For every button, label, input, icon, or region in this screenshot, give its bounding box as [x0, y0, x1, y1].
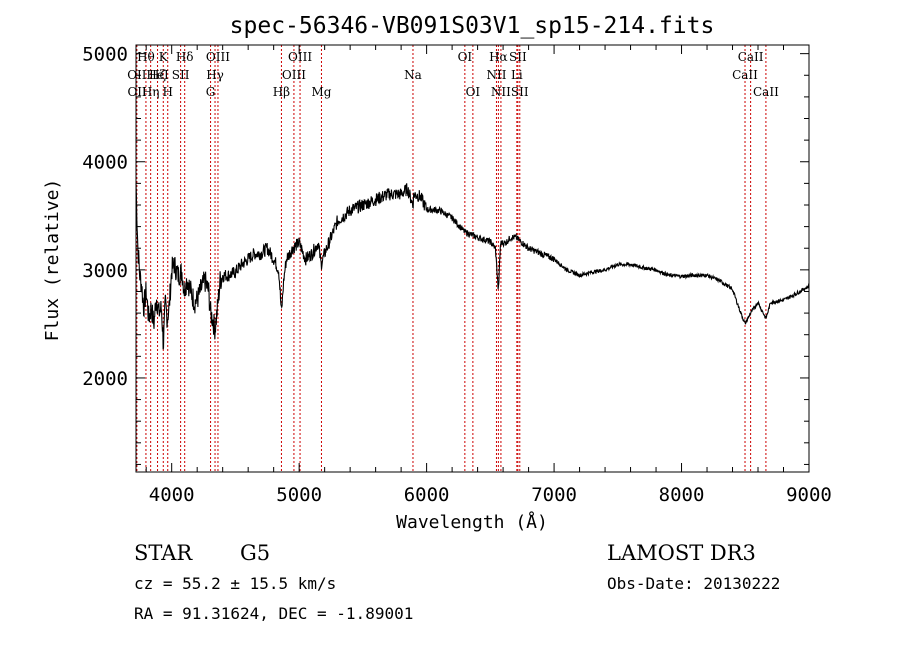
line-label: Hα	[489, 50, 508, 64]
subclass-label: G5	[240, 541, 270, 565]
line-label: CaII	[753, 85, 779, 99]
x-tick-label: 6000	[404, 484, 450, 506]
line-label: CaII	[738, 50, 764, 64]
x-tick-label: 5000	[276, 484, 322, 506]
line-label: OI	[458, 50, 473, 64]
line-label: OI	[466, 85, 481, 99]
line-label: Hζ	[149, 68, 166, 82]
line-label: SII	[511, 85, 529, 99]
line-label: OII	[127, 85, 147, 99]
x-tick-labels: 4000 5000 6000 7000 8000 9000	[149, 484, 832, 506]
line-label: Li	[511, 68, 523, 82]
line-label: NII	[491, 85, 511, 99]
spectral-lines	[136, 45, 767, 472]
line-label: Mg	[311, 85, 331, 99]
line-label: Hδ	[176, 50, 194, 64]
class-label: STAR	[134, 541, 193, 565]
chart-title: spec-56346-VB091S03V1_sp15-214.fits	[230, 13, 715, 39]
x-axis-label: Wavelength (Å)	[396, 511, 548, 533]
redshift-text: cz = 55.2 ± 15.5 km/s	[134, 574, 336, 593]
y-tick-label: 4000	[82, 152, 128, 174]
y-tick-label: 3000	[82, 260, 128, 282]
x-tick-label: 7000	[531, 484, 577, 506]
line-label: Hγ	[206, 68, 224, 82]
plot-frame	[135, 44, 810, 473]
obs-date-text: Obs-Date: 20130222	[607, 574, 780, 593]
line-label: Hθ	[137, 50, 155, 64]
line-label: OIII	[288, 50, 312, 64]
line-label: Na	[404, 68, 422, 82]
survey-label: LAMOST DR3	[607, 541, 756, 565]
y-axis-label: Flux (relative)	[42, 179, 63, 342]
x-tick-label: 9000	[786, 484, 832, 506]
line-label: OIII	[206, 50, 230, 64]
line-label: NII	[486, 68, 506, 82]
y-tick-label: 5000	[82, 44, 128, 66]
line-label: SII	[509, 50, 527, 64]
y-tick-labels: 2000 3000 4000 5000	[82, 44, 128, 390]
y-tick-label: 2000	[82, 368, 128, 390]
coords-text: RA = 91.31624, DEC = -1.89001	[134, 604, 413, 623]
line-label: Hη	[142, 85, 160, 99]
line-label: HeI	[146, 68, 169, 82]
spectrum-line	[135, 183, 810, 350]
line-label: SII	[172, 68, 190, 82]
line-label: CaII	[732, 68, 758, 82]
x-tick-label: 8000	[659, 484, 705, 506]
axis-ticks	[136, 45, 810, 472]
x-tick-label: 4000	[149, 484, 195, 506]
line-label: H	[163, 85, 173, 99]
line-label: Hβ	[273, 85, 290, 99]
line-label: G	[206, 85, 216, 99]
line-label: OIII	[282, 68, 306, 82]
line-label: K	[159, 50, 169, 64]
